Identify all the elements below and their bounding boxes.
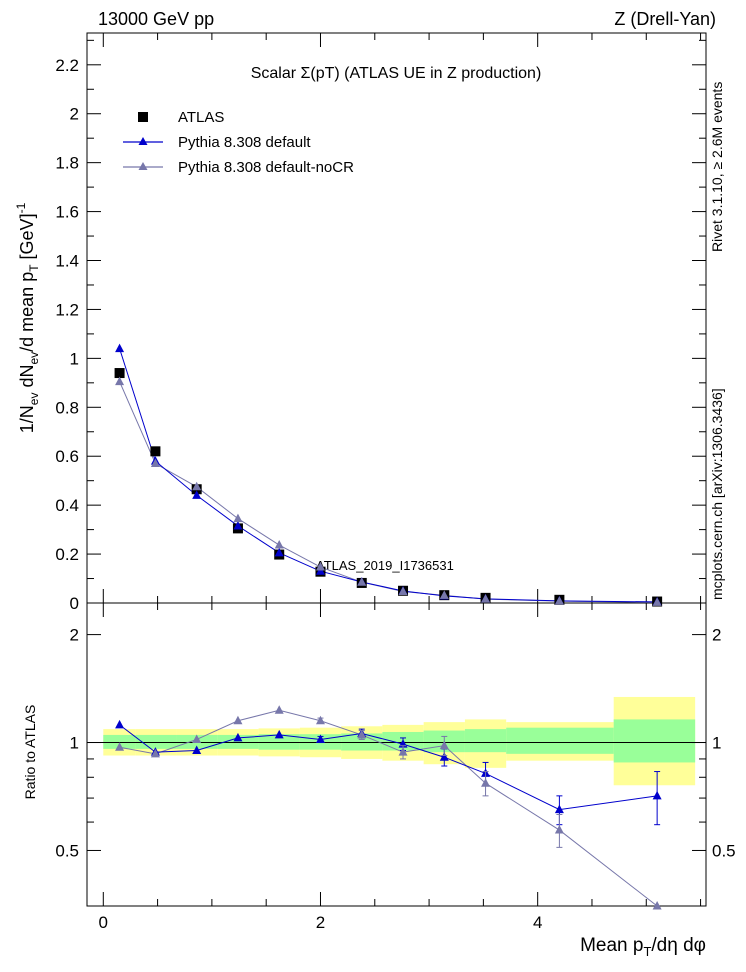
y-tick-label-zero: 0 bbox=[70, 594, 79, 613]
y-axis-label-main: 1/Nev dNev/d mean pT [GeV]-1 bbox=[14, 202, 41, 433]
band-inner-11 bbox=[613, 719, 696, 763]
data-point-atlas bbox=[114, 368, 125, 379]
y-tick-label-main: 1.4 bbox=[55, 252, 79, 271]
data-point-series-1 bbox=[192, 490, 202, 499]
ratio-point-series-2 bbox=[554, 825, 564, 834]
x-axis-label: Mean pT/dη dφ bbox=[580, 935, 706, 959]
header-right: Z (Drell-Yan) bbox=[614, 9, 716, 29]
data-point-series-2 bbox=[115, 376, 125, 386]
data-point-series-1 bbox=[115, 343, 125, 353]
y-tick-label-main: 0.4 bbox=[55, 496, 79, 515]
ratio-point-series-2 bbox=[115, 742, 125, 751]
chart-title: Scalar Σ(pT) (ATLAS UE in Z production) bbox=[251, 65, 542, 82]
x-tick-label: 4 bbox=[533, 913, 542, 932]
ratio-point-series-2 bbox=[192, 734, 202, 743]
y-tick-label-main: 1.6 bbox=[55, 203, 79, 222]
axis-ticks: 0.2 0.4 0.6 0.8 1 1.2 1.4 1.6 1.8 2 2.2 0 0.5 0.5 1 1 2 2… bbox=[55, 33, 736, 932]
ratio-panel-frame bbox=[86, 602, 707, 907]
main-series bbox=[114, 343, 663, 607]
data-point-series-1 bbox=[274, 547, 284, 557]
ratio-point-series-1 bbox=[233, 732, 243, 742]
band-inner-6 bbox=[341, 733, 383, 751]
data-point-series-2 bbox=[439, 590, 449, 599]
legend-label-nocr: Pythia 8.308 default-noCR bbox=[178, 159, 354, 176]
header-left: 13000 GeV pp bbox=[98, 9, 214, 29]
x-tick-label: 2 bbox=[316, 913, 325, 932]
ratio-point-series-1 bbox=[439, 752, 449, 761]
data-point-series-2 bbox=[398, 586, 408, 596]
data-point-series-2 bbox=[274, 540, 284, 549]
band-inner-9 bbox=[464, 729, 507, 753]
y-tick-label-main: 1 bbox=[70, 349, 79, 368]
y-tick-label-main: 2.2 bbox=[55, 56, 79, 75]
data-point-series-2 bbox=[192, 481, 202, 491]
data-point-series-2 bbox=[652, 597, 662, 606]
band-inner-3 bbox=[217, 734, 259, 749]
y-tick-label-ratio-right: 2 bbox=[712, 626, 721, 645]
ratio-point-series-2 bbox=[150, 748, 160, 758]
legend-marker-default bbox=[138, 137, 148, 145]
ratio-point-series-1 bbox=[315, 734, 325, 743]
mcplots-label: mcplots.cern.ch [arXiv:1306.3436] bbox=[709, 388, 725, 600]
legend: ATLAS Pythia 8.308 default Pythia 8.308 … bbox=[123, 109, 354, 176]
ratio-line-1 bbox=[119, 724, 658, 811]
data-point-series-2 bbox=[357, 577, 367, 586]
ratio-point-series-2 bbox=[315, 715, 325, 725]
x-tick-label: 0 bbox=[99, 913, 108, 932]
y-tick-label-main: 0.8 bbox=[55, 398, 79, 417]
ratio-series bbox=[115, 705, 662, 910]
ratio-line-2 bbox=[119, 709, 658, 906]
data-point-atlas bbox=[150, 446, 161, 457]
y-tick-label-ratio: 0.5 bbox=[55, 841, 79, 860]
y-tick-label-main: 0.6 bbox=[55, 447, 79, 466]
data-point-series-2 bbox=[481, 594, 491, 603]
y-axis-label-ratio: Ratio to ATLAS bbox=[22, 705, 38, 800]
y-tick-label-main: 1.2 bbox=[55, 300, 79, 319]
ratio-point-series-1 bbox=[652, 790, 662, 800]
ratio-point-series-2 bbox=[357, 729, 367, 739]
ratio-point-series-2 bbox=[233, 715, 243, 725]
ratio-point-series-1 bbox=[274, 729, 284, 739]
y-tick-label-main: 2 bbox=[70, 105, 79, 124]
data-point-series-2 bbox=[233, 513, 243, 523]
ratio-point-series-1 bbox=[115, 719, 125, 729]
data-point-series-2 bbox=[315, 562, 325, 571]
analysis-watermark: ATLAS_2019_I1736531 bbox=[316, 558, 454, 573]
data-point-series-2 bbox=[150, 458, 160, 468]
y-tick-label-ratio: 1 bbox=[70, 734, 79, 753]
rivet-label: Rivet 3.1.10, ≥ 2.6M events bbox=[709, 82, 725, 252]
ratio-point-series-2 bbox=[439, 740, 449, 750]
ratio-point-series-1 bbox=[554, 804, 564, 814]
y-tick-label-ratio: 2 bbox=[70, 626, 79, 645]
band-inner-10 bbox=[506, 727, 614, 754]
ratio-point-series-2 bbox=[481, 778, 491, 787]
band-inner-0 bbox=[103, 734, 136, 749]
legend-marker-atlas bbox=[138, 112, 148, 122]
y-tick-label-main: 1.8 bbox=[55, 154, 79, 173]
legend-label-atlas: ATLAS bbox=[178, 109, 224, 126]
ratio-point-series-2 bbox=[398, 747, 408, 756]
y-tick-label-ratio-right: 0.5 bbox=[712, 841, 736, 860]
band-inner-4 bbox=[258, 734, 300, 750]
legend-marker-nocr bbox=[138, 162, 148, 170]
ratio-point-series-1 bbox=[192, 745, 202, 755]
y-tick-label-main: 0.2 bbox=[55, 545, 79, 564]
ratio-point-series-2 bbox=[652, 901, 662, 910]
series-line-1 bbox=[119, 348, 658, 603]
y-tick-label-ratio-right: 1 bbox=[712, 734, 721, 753]
data-point-series-1 bbox=[233, 520, 243, 530]
data-point-series-2 bbox=[554, 596, 564, 605]
legend-label-default: Pythia 8.308 default bbox=[178, 134, 311, 151]
ratio-point-series-2 bbox=[274, 705, 284, 714]
